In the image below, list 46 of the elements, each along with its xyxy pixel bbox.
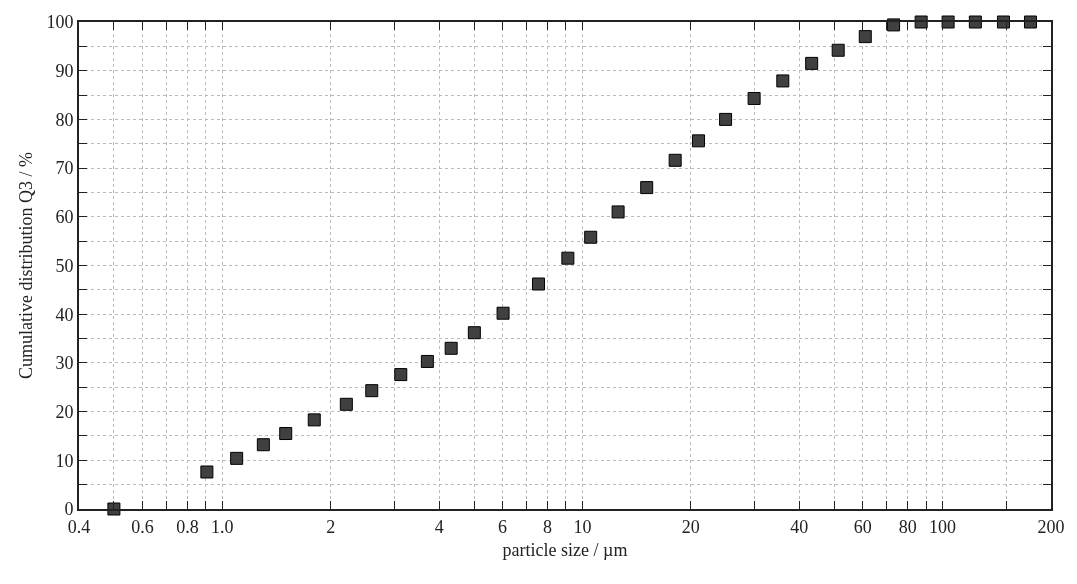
y-tick-label: 30	[55, 353, 74, 374]
point	[365, 384, 379, 398]
x-tick-label: 6	[498, 516, 508, 537]
point	[968, 15, 982, 29]
point	[394, 368, 408, 382]
point	[339, 397, 353, 411]
x-tick-label: 8	[543, 516, 553, 537]
point	[531, 277, 545, 291]
y-tick-label: 100	[46, 12, 74, 33]
x-tick-label: 40	[790, 516, 809, 537]
point	[805, 56, 819, 70]
y-tick-label: 70	[55, 158, 74, 179]
x-tick-label: 10	[573, 516, 592, 537]
point	[1023, 15, 1037, 29]
y-axis-title: Cumulative distribution Q3 / %	[16, 152, 36, 379]
y-tick-label: 80	[55, 109, 74, 130]
x-tick-label: 2	[326, 516, 336, 537]
x-tick-label: 200	[1037, 516, 1065, 537]
x-tick-label: 60	[853, 516, 872, 537]
y-tick-label: 20	[55, 401, 74, 422]
y-tick-label: 40	[55, 304, 74, 325]
x-tick-label: 4	[434, 516, 444, 537]
point	[200, 465, 214, 479]
x-tick-label: 0.8	[176, 516, 199, 537]
point	[831, 43, 845, 57]
x-tick-label: 0.6	[131, 516, 154, 537]
x-axis-title: particle size / µm	[502, 540, 628, 561]
x-tick-label: 100	[929, 516, 957, 537]
point	[887, 18, 901, 32]
y-tick-label: 50	[55, 255, 74, 276]
point	[941, 15, 955, 29]
point	[668, 153, 682, 167]
y-tick-label: 90	[55, 61, 74, 81]
point	[611, 205, 625, 219]
y-tick-label: 60	[55, 207, 74, 228]
point	[230, 451, 244, 465]
point	[584, 230, 598, 244]
x-tick-label: 80	[898, 516, 917, 537]
y-tick-label: 10	[55, 450, 74, 471]
point	[420, 354, 434, 368]
point	[858, 30, 872, 44]
point	[776, 74, 790, 88]
x-tick-label: 20	[681, 516, 700, 537]
x-tick-label: 1.0	[211, 516, 234, 537]
point	[640, 181, 654, 195]
point	[256, 438, 270, 452]
